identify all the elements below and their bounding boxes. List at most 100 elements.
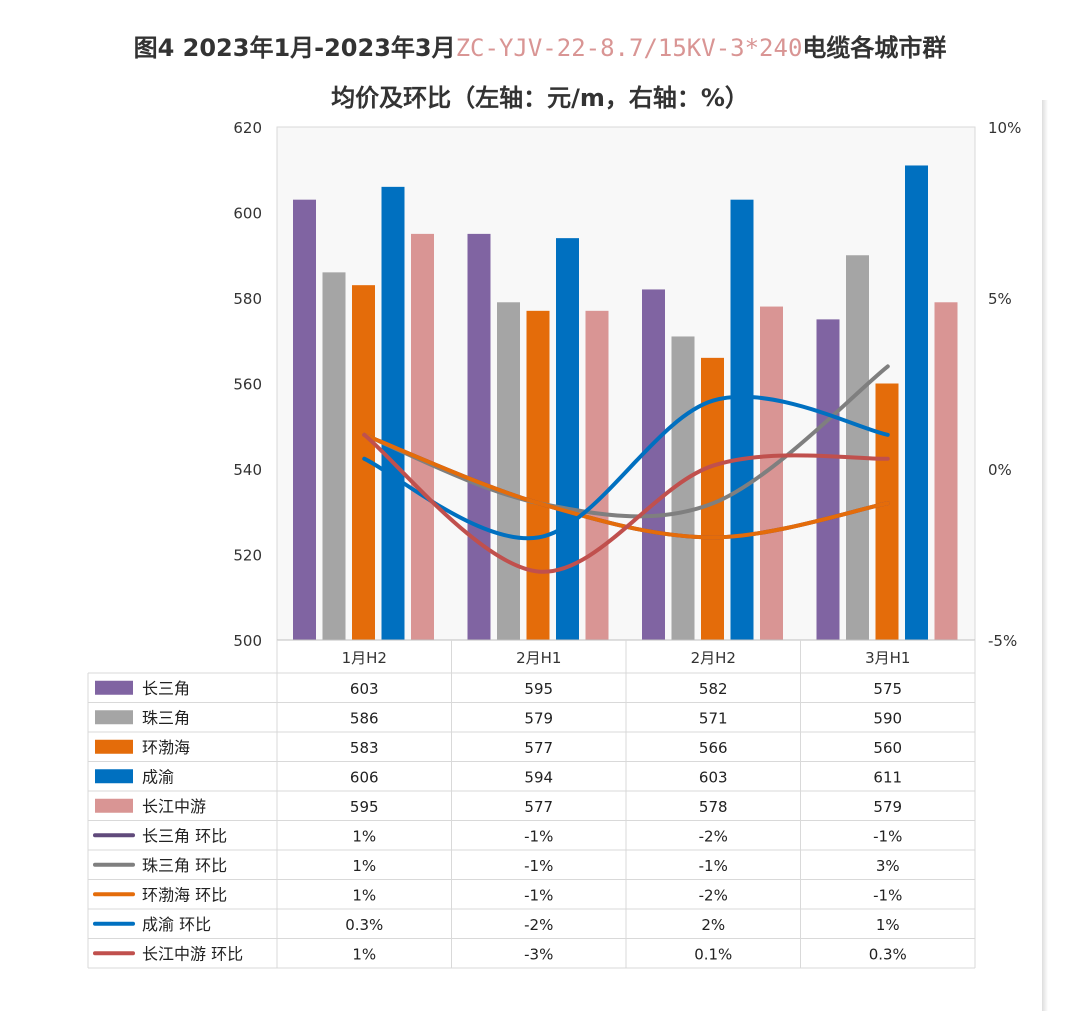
chart-title-line1: 图4 2023年1月-2023年3月ZC-YJV-22-8.7/15KV-3*2… xyxy=(0,28,1080,63)
right-axis-tick: 10% xyxy=(988,119,1021,137)
data-table: 1月H2 2月H1 2月H2 3月H1 长三角 603 595 582 575 珠三角 586 579… xyxy=(87,639,976,969)
bar-5-1 xyxy=(411,233,434,640)
data-label: 594 xyxy=(524,768,553,786)
series-name: 珠三角 环比 xyxy=(142,856,227,875)
bar-4-1 xyxy=(381,186,405,640)
left-axis-tick: 600 xyxy=(233,205,262,223)
page-shadow xyxy=(1042,100,1048,1011)
data-label: 566 xyxy=(699,739,728,757)
bar-2-2 xyxy=(497,302,520,640)
left-axis-tick: 520 xyxy=(233,547,262,565)
legend-swatch xyxy=(95,798,133,813)
data-label: 579 xyxy=(524,709,553,727)
legend-swatch xyxy=(95,739,133,754)
series-name: 长三角 环比 xyxy=(142,826,227,845)
chart-title-line2: 均价及环比（左轴：元/m，右轴：%） xyxy=(331,84,749,112)
left-axis-tick: 540 xyxy=(233,461,262,479)
data-label: 590 xyxy=(873,709,902,727)
bar-3-2 xyxy=(526,310,550,640)
data-label: 603 xyxy=(699,768,728,786)
data-label: 595 xyxy=(524,680,553,698)
data-label: 586 xyxy=(350,709,379,727)
series-name: 成渝 环比 xyxy=(142,915,211,934)
legend-swatch xyxy=(95,680,133,695)
bar-2-1 xyxy=(322,272,346,640)
series-name: 长江中游 xyxy=(142,797,206,816)
title-suffix: 电缆各城市群 xyxy=(802,34,947,62)
right-axis-tick: 5% xyxy=(988,290,1012,308)
left-axis-tick: 560 xyxy=(233,376,262,394)
series-name: 环渤海 xyxy=(142,738,190,757)
bar-1-4 xyxy=(816,319,840,640)
data-label: 579 xyxy=(873,798,902,816)
data-label: 603 xyxy=(350,680,379,698)
bar-3-4 xyxy=(875,383,899,640)
data-label: 0.1% xyxy=(694,945,732,963)
bar-1-2 xyxy=(467,233,491,640)
data-label: 2% xyxy=(701,916,725,934)
bar-5-3 xyxy=(760,306,783,640)
series-name: 长江中游 环比 xyxy=(142,944,243,963)
data-label: -1% xyxy=(524,886,553,904)
data-label: 1% xyxy=(352,827,376,845)
data-label: 1% xyxy=(876,916,900,934)
data-label: 1% xyxy=(352,886,376,904)
data-label: 0.3% xyxy=(345,916,383,934)
bar-2-4 xyxy=(846,255,869,640)
data-label: -2% xyxy=(699,886,728,904)
series-name: 珠三角 xyxy=(142,708,190,727)
data-label: -1% xyxy=(699,857,728,875)
data-label: -2% xyxy=(524,916,553,934)
data-label: 583 xyxy=(350,739,379,757)
title-prefix: 图4 2023年1月-2023年3月 xyxy=(133,34,456,62)
data-label: 582 xyxy=(699,680,728,698)
data-label: 3% xyxy=(876,857,900,875)
left-axis-tick: 500 xyxy=(233,632,262,650)
data-label: -3% xyxy=(524,945,553,963)
title-product-code: ZC-YJV-22-8.7/15KV-3*240 xyxy=(455,34,803,62)
series-name: 成渝 xyxy=(142,767,174,786)
bar-1-3 xyxy=(642,289,665,640)
line-series-5 xyxy=(362,432,890,574)
data-label: 1% xyxy=(352,945,376,963)
data-label: -1% xyxy=(524,857,553,875)
bar-3-1 xyxy=(352,285,375,640)
line-series-4 xyxy=(362,394,890,541)
data-label: 577 xyxy=(524,739,553,757)
data-label: 611 xyxy=(873,768,902,786)
data-label: -2% xyxy=(699,827,728,845)
left-axis-tick: 580 xyxy=(233,290,262,308)
right-axis-tick: 0% xyxy=(988,461,1012,479)
left-axis-tick: 620 xyxy=(233,119,262,137)
right-axis-tick: -5% xyxy=(988,632,1017,650)
series-name: 环渤海 环比 xyxy=(142,885,227,904)
data-label: 571 xyxy=(699,709,728,727)
category-label: 2月H1 xyxy=(516,649,561,667)
data-label: -1% xyxy=(873,827,902,845)
data-label: -1% xyxy=(873,886,902,904)
category-label: 1月H2 xyxy=(342,649,387,667)
data-label: 1% xyxy=(352,857,376,875)
data-label: 595 xyxy=(350,798,379,816)
data-label: 606 xyxy=(350,768,379,786)
data-label: 575 xyxy=(873,680,902,698)
bar-4-2 xyxy=(556,238,579,640)
data-label: 0.3% xyxy=(869,945,907,963)
category-label: 2月H2 xyxy=(691,649,736,667)
series-name: 长三角 xyxy=(142,679,190,698)
legend-swatch xyxy=(95,769,133,784)
bar-5-2 xyxy=(585,310,609,640)
bar-1-1 xyxy=(293,199,316,641)
bar-4-4 xyxy=(905,165,928,640)
data-label: 577 xyxy=(524,798,553,816)
category-label: 3月H1 xyxy=(865,649,910,667)
data-label: 578 xyxy=(699,798,728,816)
legend-swatch xyxy=(95,710,133,725)
data-label: -1% xyxy=(524,827,553,845)
bar-3-3 xyxy=(701,357,724,640)
bar-5-4 xyxy=(934,302,958,640)
data-label: 560 xyxy=(873,739,902,757)
bar-4-3 xyxy=(730,199,754,641)
